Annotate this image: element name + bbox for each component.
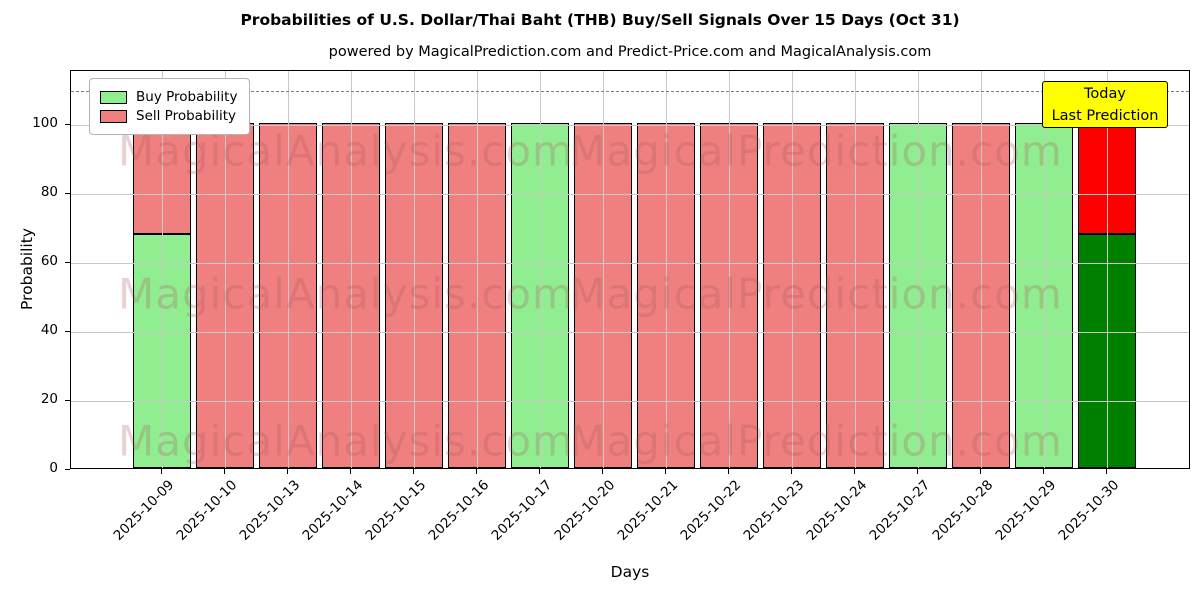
y-tick-mark-20 bbox=[65, 399, 70, 401]
today-annotation: Today Last Prediction bbox=[1042, 81, 1168, 128]
chart-subtitle: powered by MagicalPrediction.com and Pre… bbox=[328, 44, 932, 60]
legend-item-sell: Sell Probability bbox=[100, 108, 237, 124]
x-tick-label-2025-10-22: 2025-10-22 bbox=[677, 477, 745, 544]
x-tick-mark-2025-10-15 bbox=[412, 469, 414, 474]
plot-canvas: MagicalAnalysis.com MagicalPrediction.com… bbox=[71, 71, 1189, 468]
legend-label-buy: Buy Probability bbox=[136, 89, 238, 105]
y-tick-mark-80 bbox=[65, 192, 70, 194]
watermark-prediction-1: MagicalPrediction.com bbox=[569, 269, 1063, 319]
x-tick-label-2025-10-13: 2025-10-13 bbox=[236, 477, 304, 544]
today-annotation-line2: Last Prediction bbox=[1051, 108, 1159, 124]
x-tick-mark-2025-10-23 bbox=[790, 469, 792, 474]
sell-swatch bbox=[100, 109, 127, 123]
v-gridline-2025-10-22 bbox=[729, 71, 730, 468]
x-axis-label: Days bbox=[610, 563, 650, 581]
x-tick-label-2025-10-09: 2025-10-09 bbox=[110, 477, 178, 544]
x-tick-label-2025-10-10: 2025-10-10 bbox=[173, 477, 241, 544]
legend: Buy Probability Sell Probability bbox=[89, 78, 251, 135]
x-tick-label-2025-10-23: 2025-10-23 bbox=[740, 477, 808, 544]
x-tick-label-2025-10-28: 2025-10-28 bbox=[929, 477, 997, 544]
x-tick-mark-2025-10-28 bbox=[979, 469, 981, 474]
x-tick-mark-2025-10-16 bbox=[475, 469, 477, 474]
v-gridline-2025-10-13 bbox=[288, 71, 289, 468]
v-gridline-2025-10-29 bbox=[1044, 71, 1045, 468]
h-gridline-80 bbox=[71, 194, 1189, 196]
y-tick-label-60: 60 bbox=[40, 253, 58, 270]
x-tick-mark-2025-10-09 bbox=[160, 469, 162, 474]
y-tick-label-80: 80 bbox=[40, 184, 58, 201]
x-tick-mark-2025-10-10 bbox=[223, 469, 225, 474]
v-gridline-2025-10-09 bbox=[162, 71, 163, 468]
watermark-prediction-0: MagicalPrediction.com bbox=[569, 126, 1063, 176]
x-tick-mark-2025-10-13 bbox=[286, 469, 288, 474]
h-gridline-20 bbox=[71, 401, 1189, 403]
h-gridline-40 bbox=[71, 332, 1189, 334]
x-tick-mark-2025-10-29 bbox=[1042, 469, 1044, 474]
v-gridline-2025-10-16 bbox=[477, 71, 478, 468]
y-tick-mark-0 bbox=[65, 468, 70, 470]
x-tick-label-2025-10-27: 2025-10-27 bbox=[866, 477, 934, 544]
reference-dashed-line bbox=[71, 90, 1189, 92]
v-gridline-2025-10-10 bbox=[225, 71, 226, 468]
v-gridline-2025-10-28 bbox=[981, 71, 982, 468]
x-tick-label-2025-10-30: 2025-10-30 bbox=[1055, 477, 1123, 544]
x-tick-mark-2025-10-17 bbox=[538, 469, 540, 474]
v-gridline-2025-10-17 bbox=[540, 71, 541, 468]
v-gridline-2025-10-30 bbox=[1107, 71, 1108, 468]
v-gridline-2025-10-21 bbox=[666, 71, 667, 468]
x-tick-label-2025-10-14: 2025-10-14 bbox=[299, 477, 367, 544]
x-tick-mark-2025-10-20 bbox=[601, 469, 603, 474]
y-tick-mark-60 bbox=[65, 261, 70, 263]
plot-area: MagicalAnalysis.com MagicalPrediction.com… bbox=[70, 70, 1190, 469]
x-tick-mark-2025-10-27 bbox=[916, 469, 918, 474]
x-tick-label-2025-10-21: 2025-10-21 bbox=[614, 477, 682, 544]
x-tick-mark-2025-10-22 bbox=[727, 469, 729, 474]
watermark-analysis-2: MagicalAnalysis.com bbox=[118, 416, 574, 466]
v-gridline-2025-10-14 bbox=[351, 71, 352, 468]
x-tick-mark-2025-10-21 bbox=[664, 469, 666, 474]
y-tick-label-20: 20 bbox=[40, 391, 58, 408]
watermark-prediction-2: MagicalPrediction.com bbox=[569, 416, 1063, 466]
x-tick-label-2025-10-24: 2025-10-24 bbox=[803, 477, 871, 544]
legend-label-sell: Sell Probability bbox=[136, 108, 237, 124]
x-tick-label-2025-10-29: 2025-10-29 bbox=[992, 477, 1060, 544]
legend-item-buy: Buy Probability bbox=[100, 89, 237, 105]
x-tick-label-2025-10-17: 2025-10-17 bbox=[488, 477, 556, 544]
x-tick-label-2025-10-20: 2025-10-20 bbox=[551, 477, 619, 544]
h-gridline-100 bbox=[71, 125, 1189, 127]
y-tick-label-0: 0 bbox=[49, 460, 58, 476]
x-tick-label-2025-10-16: 2025-10-16 bbox=[425, 477, 493, 544]
v-gridline-2025-10-24 bbox=[855, 71, 856, 468]
h-gridline-60 bbox=[71, 263, 1189, 265]
x-tick-label-2025-10-15: 2025-10-15 bbox=[362, 477, 430, 544]
y-tick-label-100: 100 bbox=[32, 115, 58, 132]
y-tick-mark-40 bbox=[65, 330, 70, 332]
v-gridline-2025-10-20 bbox=[603, 71, 604, 468]
y-tick-mark-100 bbox=[65, 123, 70, 125]
chart-title: Probabilities of U.S. Dollar/Thai Baht (… bbox=[240, 11, 960, 29]
x-tick-mark-2025-10-30 bbox=[1105, 469, 1107, 474]
v-gridline-2025-10-15 bbox=[414, 71, 415, 468]
y-tick-label-40: 40 bbox=[40, 322, 58, 339]
today-annotation-line1: Today bbox=[1084, 86, 1126, 102]
v-gridline-2025-10-27 bbox=[918, 71, 919, 468]
watermark-analysis-1: MagicalAnalysis.com bbox=[118, 269, 574, 319]
buy-swatch bbox=[100, 90, 127, 104]
x-tick-mark-2025-10-24 bbox=[853, 469, 855, 474]
v-gridline-2025-10-23 bbox=[792, 71, 793, 468]
x-tick-mark-2025-10-14 bbox=[349, 469, 351, 474]
